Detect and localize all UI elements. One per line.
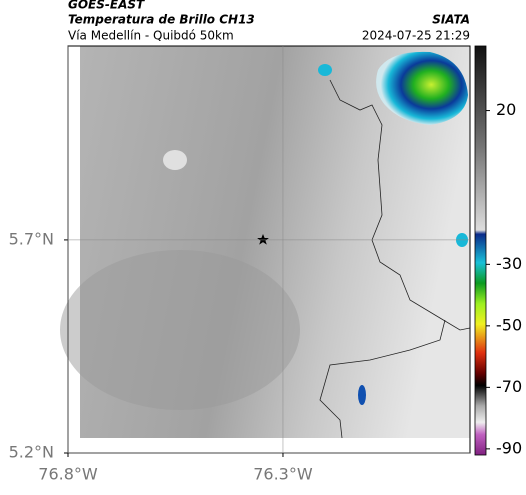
datetime: 2024-07-25 21:29 [362, 29, 470, 43]
lat-label: 5.7°N [9, 229, 54, 248]
colorbar-label: -50 [496, 315, 522, 334]
boundary [319, 79, 471, 439]
satellite: GOES-EAST [68, 0, 145, 12]
storm-cell [376, 51, 468, 125]
colorbar [474, 45, 487, 456]
colorbar-label: 20 [496, 100, 516, 119]
title: Temperatura de Brillo CH13 [68, 13, 255, 27]
cloud-cell [358, 385, 366, 405]
lon-label: 76.3°W [253, 465, 313, 484]
lon-label: 76.8°W [38, 465, 98, 484]
colorbar-label: -30 [496, 254, 522, 273]
route: Vía Medellín - Quibdó 50km [68, 29, 234, 43]
source: SIATA [432, 13, 470, 27]
imagery [60, 250, 300, 410]
colorbar-label: -70 [496, 377, 522, 396]
imagery [163, 150, 187, 170]
cloud-cell [318, 64, 332, 76]
location-marker [257, 234, 269, 245]
colorbar-label: -90 [496, 438, 522, 457]
lat-label: 5.2°N [9, 443, 54, 462]
